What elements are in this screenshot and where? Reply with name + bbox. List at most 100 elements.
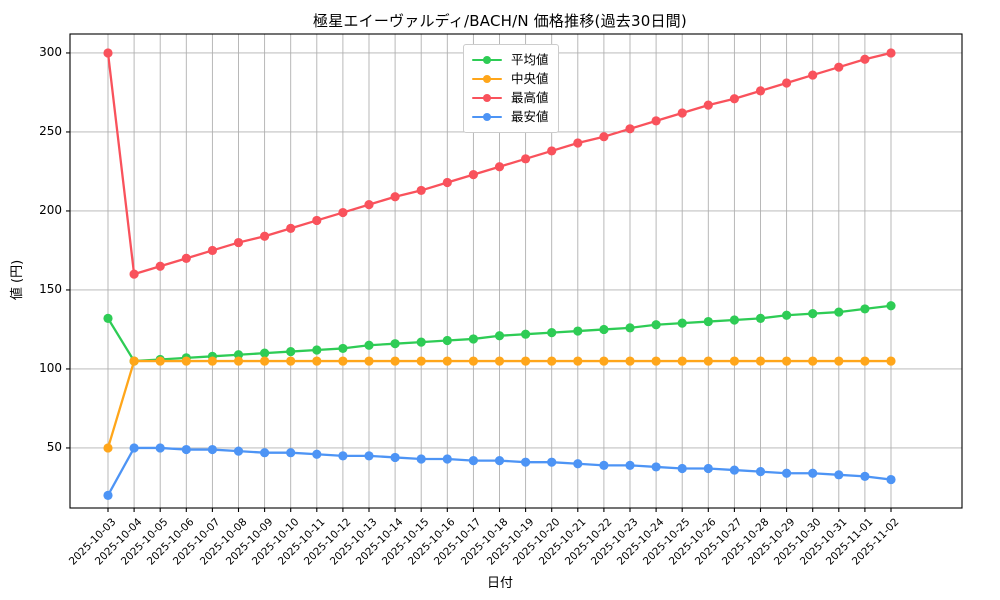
- series-marker: [468, 456, 478, 466]
- series-marker: [416, 337, 426, 347]
- series-marker: [494, 162, 505, 172]
- series-marker: [260, 356, 270, 366]
- legend-item[interactable]: 中央値: [472, 69, 549, 88]
- legend-label: 平均値: [511, 52, 549, 67]
- series-marker: [312, 215, 322, 226]
- series-marker: [729, 94, 740, 104]
- series-marker: [782, 310, 792, 320]
- series-marker: [599, 356, 609, 366]
- series-marker: [442, 335, 452, 346]
- series-marker: [808, 70, 818, 80]
- series-marker: [233, 237, 244, 248]
- series-marker: [860, 471, 870, 481]
- series-marker: [521, 154, 531, 164]
- series-marker: [494, 456, 505, 466]
- series-marker: [260, 448, 270, 458]
- series-marker: [207, 356, 217, 366]
- series-marker: [886, 474, 896, 485]
- series-marker: [312, 449, 322, 459]
- legend-item[interactable]: 平均値: [472, 50, 549, 69]
- series-marker: [416, 185, 426, 196]
- series-marker: [834, 62, 844, 72]
- chart-legend: 平均値中央値最高値最安値: [463, 44, 559, 133]
- series-marker: [834, 356, 844, 366]
- series-marker: [181, 444, 191, 455]
- series-marker: [677, 356, 687, 366]
- series-marker: [808, 468, 818, 478]
- series-marker: [103, 443, 113, 453]
- series-marker: [573, 326, 583, 336]
- legend-item[interactable]: 最安値: [472, 107, 549, 126]
- series-marker: [416, 454, 426, 464]
- series-marker: [677, 318, 687, 328]
- series-marker: [782, 78, 792, 88]
- series-marker: [547, 146, 557, 156]
- series-marker: [416, 356, 426, 366]
- series-marker: [181, 356, 191, 366]
- legend-item[interactable]: 最高値: [472, 88, 549, 107]
- series-marker: [860, 304, 870, 314]
- series-marker: [755, 467, 766, 477]
- legend-label: 中央値: [511, 71, 549, 86]
- series-marker: [260, 231, 270, 241]
- series-marker: [703, 100, 713, 110]
- series-marker: [390, 356, 400, 366]
- legend-marker-icon: [472, 54, 502, 66]
- series-marker: [547, 356, 557, 366]
- series-marker: [599, 324, 609, 335]
- series-marker: [233, 446, 244, 456]
- series-marker: [442, 356, 452, 366]
- series-marker: [677, 463, 687, 474]
- series-marker: [338, 451, 348, 461]
- series-marker: [651, 320, 661, 330]
- series-marker: [155, 356, 165, 366]
- series-marker: [468, 170, 478, 180]
- series-marker: [103, 48, 113, 58]
- series-marker: [364, 356, 374, 366]
- y-tick-label: 250: [39, 123, 62, 138]
- series-marker: [207, 444, 217, 455]
- x-axis-label: 日付: [486, 576, 513, 591]
- series-marker: [782, 468, 792, 478]
- y-tick-label: 300: [39, 44, 62, 59]
- series-marker: [651, 462, 661, 472]
- series-marker: [547, 457, 557, 467]
- axis-ticks: [66, 52, 892, 512]
- series-marker: [155, 443, 165, 453]
- legend-label: 最安値: [511, 109, 549, 124]
- series-marker: [599, 460, 609, 470]
- series-marker: [286, 346, 296, 357]
- series-marker: [860, 356, 870, 366]
- series-marker: [338, 207, 348, 218]
- series-marker: [442, 454, 452, 464]
- series-marker: [442, 177, 452, 188]
- series-marker: [808, 356, 818, 366]
- series-marker: [625, 323, 635, 333]
- legend-marker-icon: [472, 111, 502, 123]
- series-marker: [625, 460, 635, 470]
- series-marker: [729, 465, 740, 475]
- series-marker: [521, 356, 531, 366]
- series-marker: [338, 356, 348, 366]
- series-marker: [129, 269, 139, 279]
- series-marker: [703, 356, 713, 366]
- series-marker: [286, 356, 296, 366]
- series-marker: [233, 350, 244, 360]
- legend-marker-icon: [472, 92, 502, 104]
- series-marker: [729, 356, 740, 366]
- series-marker: [599, 132, 609, 142]
- series-marker: [364, 200, 374, 210]
- legend-label: 最高値: [511, 90, 549, 105]
- legend-marker-icon: [472, 73, 502, 85]
- series-marker: [233, 356, 244, 366]
- series-marker: [260, 348, 270, 358]
- series-marker: [103, 490, 113, 500]
- series-marker: [390, 192, 400, 202]
- series-marker: [207, 245, 217, 256]
- chart-title: 極星エイーヴァルディ/BACH/N 価格推移(過去30日間): [313, 12, 687, 30]
- series-marker: [677, 108, 687, 118]
- series-marker: [312, 345, 322, 355]
- series-marker: [755, 313, 766, 323]
